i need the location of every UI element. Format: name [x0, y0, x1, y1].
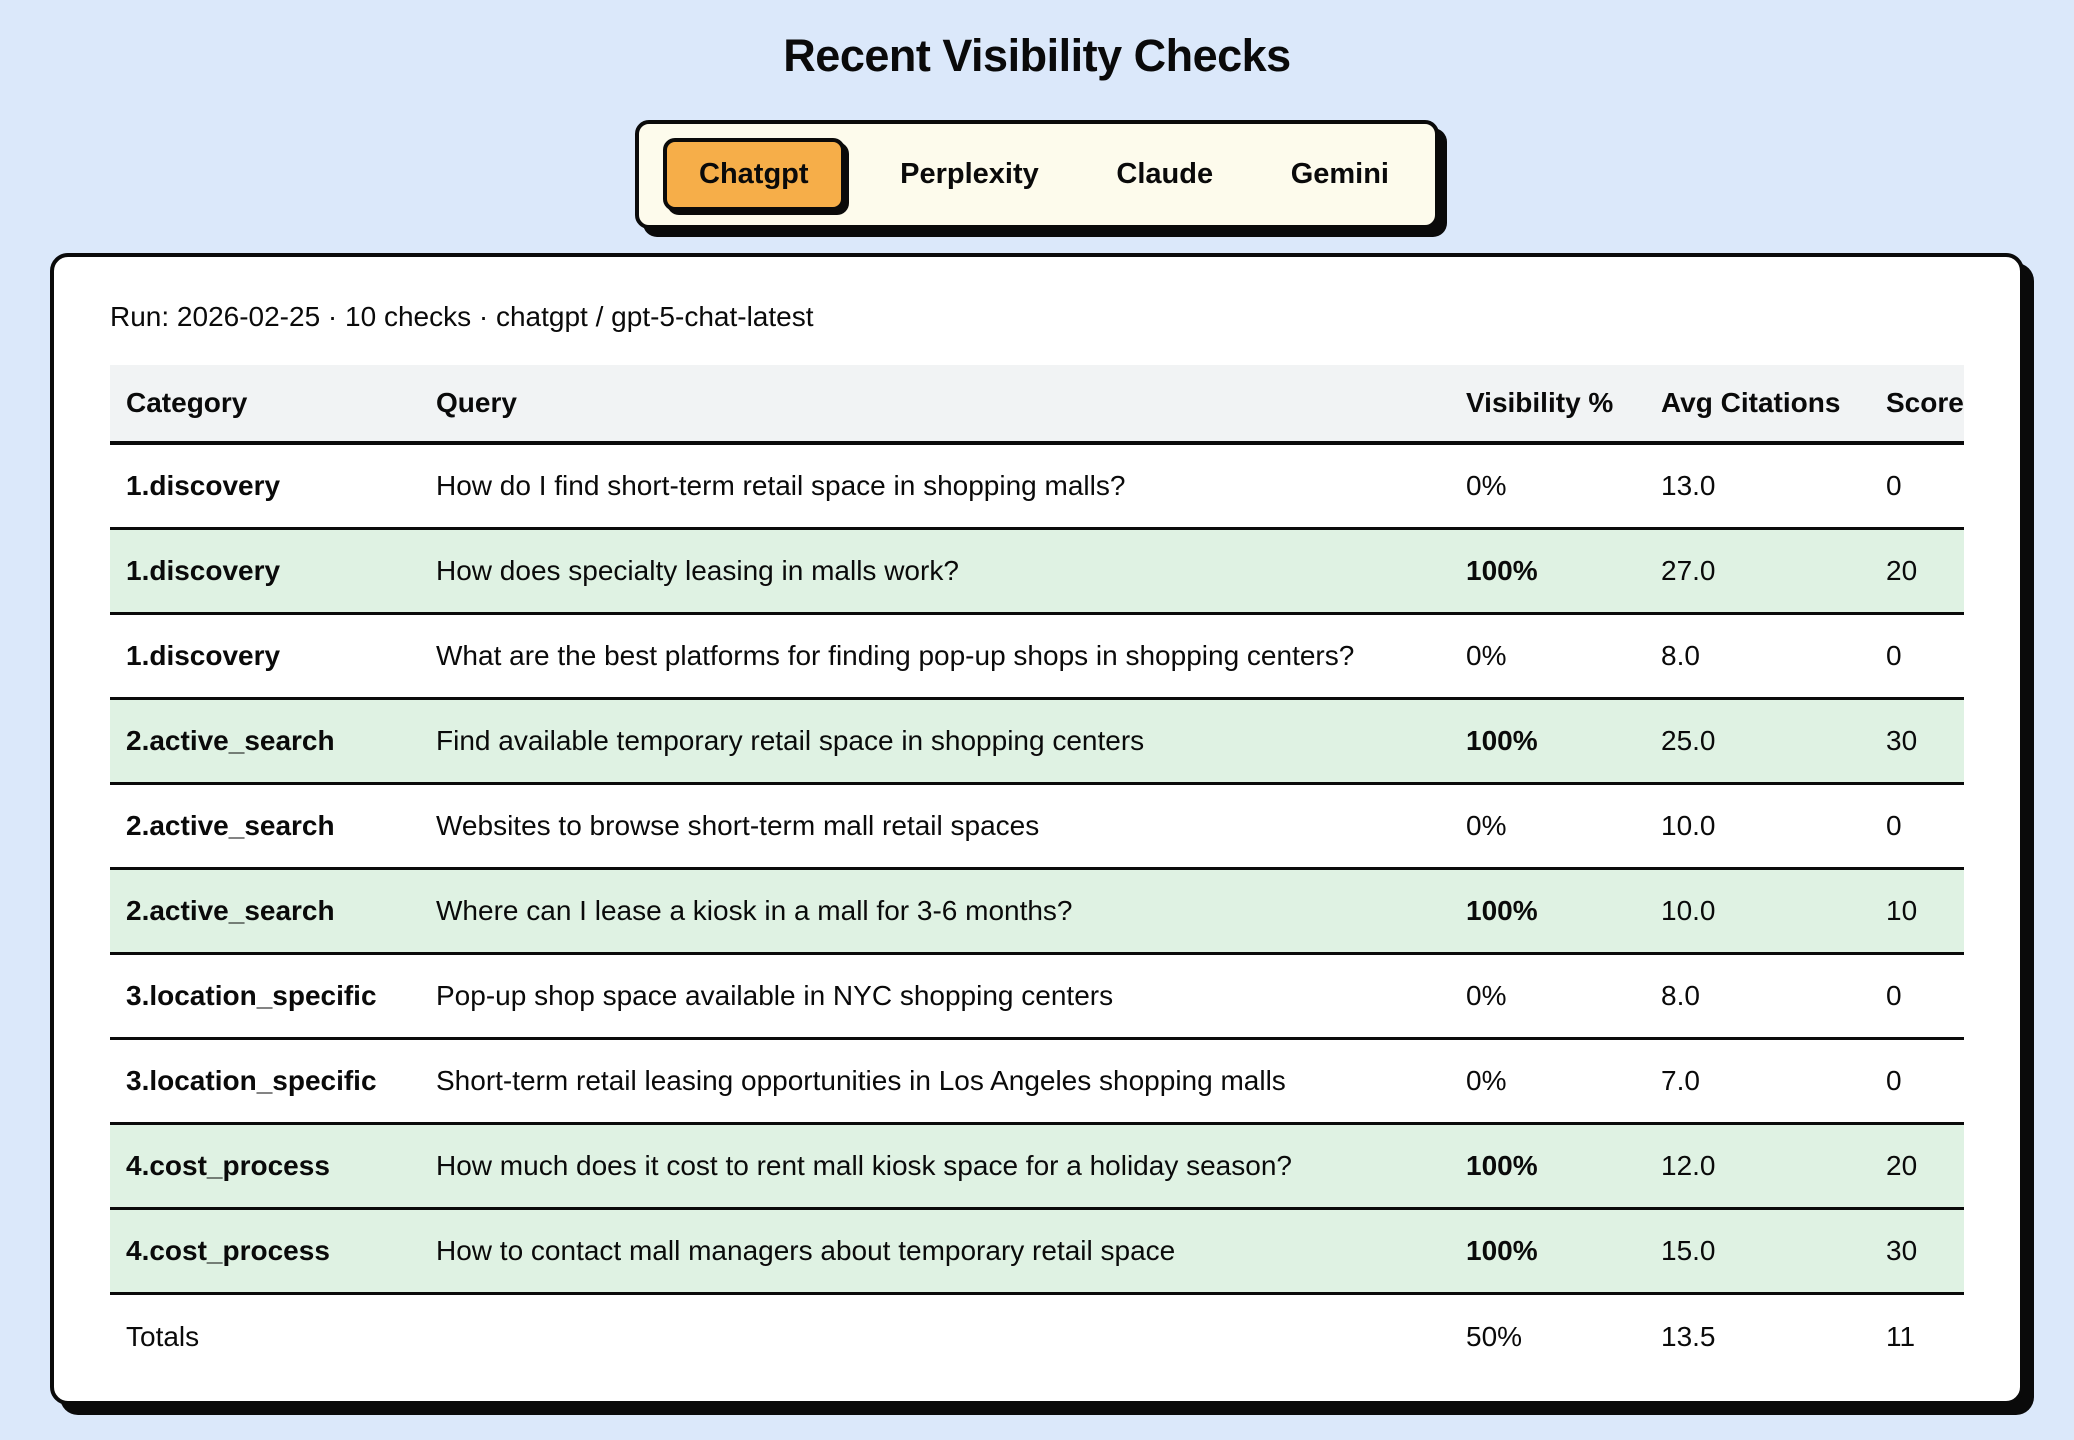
- visibility-cell: 0%: [1450, 953, 1645, 1040]
- avg-citations-cell: 27.0: [1645, 528, 1870, 615]
- category-cell: 3.location_specific: [110, 1038, 420, 1125]
- score-cell: 20: [1870, 528, 1964, 615]
- score-cell: 20: [1870, 1123, 1964, 1210]
- avg-citations-cell: 12.0: [1645, 1123, 1870, 1210]
- avg-citations-cell: 10.0: [1645, 783, 1870, 870]
- score-cell: 10: [1870, 868, 1964, 955]
- page-title: Recent Visibility Checks: [783, 30, 1291, 81]
- totals-avg-citations: 13.5: [1661, 1321, 1716, 1352]
- totals-row: Totals 50% 13.5 11: [110, 1294, 1964, 1362]
- avg-citations-cell: 15.0: [1645, 1208, 1870, 1295]
- score-cell: 0: [1870, 613, 1964, 700]
- query-cell: Websites to browse short-term mall retai…: [420, 783, 1450, 870]
- category-cell: 2.active_search: [110, 783, 420, 870]
- query-cell: What are the best platforms for finding …: [420, 613, 1450, 700]
- score-cell: 0: [1870, 443, 1964, 530]
- score-cell: 0: [1870, 783, 1964, 870]
- visibility-cell: 100%: [1450, 1208, 1645, 1295]
- table-header-row: Category Query Visibility % Avg Citation…: [110, 365, 1964, 445]
- category-cell: 2.active_search: [110, 868, 420, 955]
- table-row: 2.active_search Where can I lease a kios…: [110, 868, 1964, 955]
- query-cell: Where can I lease a kiosk in a mall for …: [420, 868, 1450, 955]
- category-cell: 3.location_specific: [110, 953, 420, 1040]
- avg-citations-cell: 8.0: [1645, 953, 1870, 1040]
- header-query: Query: [420, 365, 1450, 445]
- score-cell: 30: [1870, 1208, 1964, 1295]
- visibility-cell: 100%: [1450, 868, 1645, 955]
- run-info: Run: 2026-02-25 · 10 checks · chatgpt / …: [110, 301, 814, 332]
- category-cell: 1.discovery: [110, 443, 420, 530]
- tab-chatgpt[interactable]: Chatgpt: [663, 138, 845, 211]
- table-row: 1.discovery How do I find short-term ret…: [110, 443, 1964, 530]
- header-avg-citations: Avg Citations: [1645, 365, 1870, 445]
- model-tab-bar: Chatgpt Perplexity Claude Gemini: [635, 120, 1439, 229]
- table-row: 3.location_specific Pop-up shop space av…: [110, 953, 1964, 1040]
- table-row: 2.active_search Websites to browse short…: [110, 783, 1964, 870]
- query-cell: Pop-up shop space available in NYC shopp…: [420, 953, 1450, 1040]
- visibility-cell: 100%: [1450, 1123, 1645, 1210]
- tab-gemini[interactable]: Gemini: [1290, 158, 1389, 190]
- visibility-cell: 0%: [1450, 613, 1645, 700]
- header-visibility: Visibility %: [1450, 365, 1645, 445]
- category-cell: 4.cost_process: [110, 1208, 420, 1295]
- category-cell: 2.active_search: [110, 698, 420, 785]
- totals-score: 11: [1886, 1321, 1916, 1352]
- visibility-cell: 0%: [1450, 783, 1645, 870]
- score-cell: 0: [1870, 1038, 1964, 1125]
- category-cell: 1.discovery: [110, 528, 420, 615]
- table-row: 4.cost_process How to contact mall manag…: [110, 1208, 1964, 1295]
- results-card: Run: 2026-02-25 · 10 checks · chatgpt / …: [50, 253, 2024, 1405]
- category-cell: 1.discovery: [110, 613, 420, 700]
- avg-citations-cell: 10.0: [1645, 868, 1870, 955]
- tab-claude[interactable]: Claude: [1116, 158, 1214, 190]
- table-row: 1.discovery What are the best platforms …: [110, 613, 1964, 700]
- visibility-cell: 100%: [1450, 528, 1645, 615]
- header-category: Category: [110, 365, 420, 445]
- query-cell: How much does it cost to rent mall kiosk…: [420, 1123, 1450, 1210]
- avg-citations-cell: 25.0: [1645, 698, 1870, 785]
- table-body: 1.discovery How do I find short-term ret…: [110, 443, 1964, 1295]
- table-row: 2.active_search Find available temporary…: [110, 698, 1964, 785]
- table-row: 4.cost_process How much does it cost to …: [110, 1123, 1964, 1210]
- table-row: 3.location_specific Short-term retail le…: [110, 1038, 1964, 1125]
- totals-label: Totals: [126, 1321, 200, 1352]
- avg-citations-cell: 13.0: [1645, 443, 1870, 530]
- avg-citations-cell: 7.0: [1645, 1038, 1870, 1125]
- category-cell: 4.cost_process: [110, 1123, 420, 1210]
- header-score: Score: [1870, 365, 1964, 445]
- query-cell: Find available temporary retail space in…: [420, 698, 1450, 785]
- totals-visibility: 50%: [1466, 1321, 1523, 1352]
- query-cell: How does specialty leasing in malls work…: [420, 528, 1450, 615]
- query-cell: How do I find short-term retail space in…: [420, 443, 1450, 530]
- query-cell: Short-term retail leasing opportunities …: [420, 1038, 1450, 1125]
- score-cell: 0: [1870, 953, 1964, 1040]
- visibility-cell: 0%: [1450, 443, 1645, 530]
- tab-perplexity[interactable]: Perplexity: [900, 158, 1039, 190]
- score-cell: 30: [1870, 698, 1964, 785]
- avg-citations-cell: 8.0: [1645, 613, 1870, 700]
- query-cell: How to contact mall managers about tempo…: [420, 1208, 1450, 1295]
- visibility-cell: 100%: [1450, 698, 1645, 785]
- table-row: 1.discovery How does specialty leasing i…: [110, 528, 1964, 615]
- visibility-table: Category Query Visibility % Avg Citation…: [110, 365, 1964, 1361]
- totals-query-cell: [420, 1294, 1450, 1362]
- visibility-cell: 0%: [1450, 1038, 1645, 1125]
